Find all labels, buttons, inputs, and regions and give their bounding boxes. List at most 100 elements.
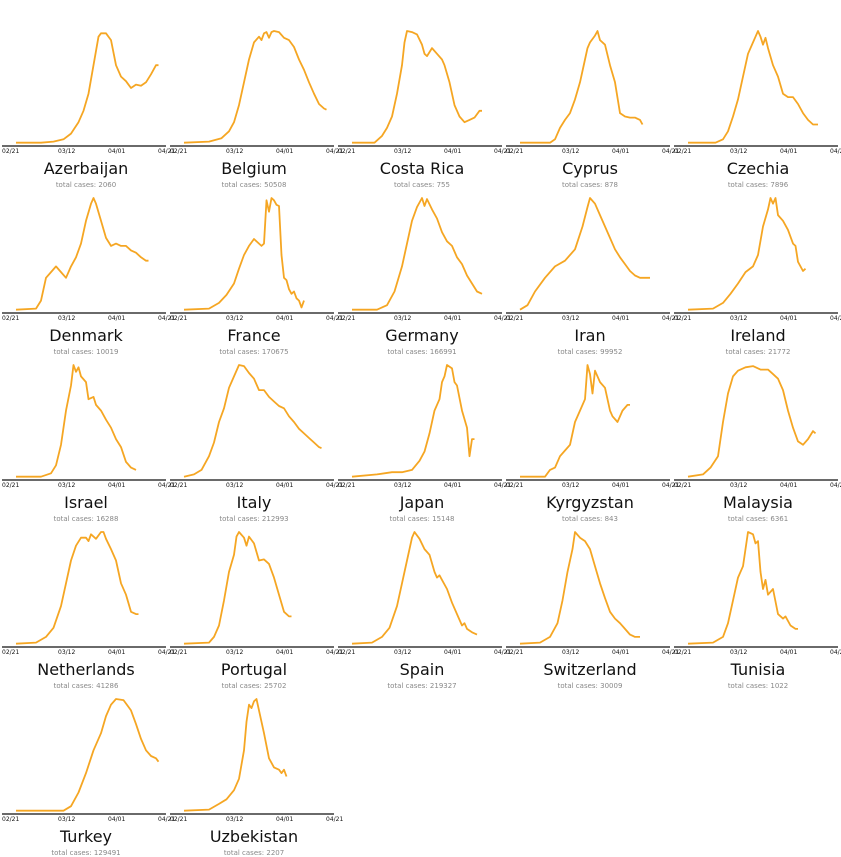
- country-title: Japan: [399, 493, 445, 512]
- x-tick-label: 04/01: [612, 482, 629, 489]
- chart-panel-italy: 02/21 03/12 04/01 04/21 Italy total cases: 21…: [170, 352, 343, 523]
- line-chart: 02/21 03/12 04/01 04/21: [506, 531, 679, 656]
- x-tick-label: 03/12: [58, 816, 75, 823]
- x-tick-label: 04/01: [444, 148, 461, 155]
- x-tick-label: 04/01: [108, 315, 125, 322]
- line-chart: 02/21 03/12 04/01 04/21: [170, 364, 343, 489]
- total-cases-caption: total cases: 30009: [557, 682, 623, 690]
- line-chart: 02/21 03/12 04/01 04/21: [2, 698, 175, 823]
- x-tick-label: 04/01: [612, 148, 629, 155]
- total-cases-caption: total cases: 7896: [727, 181, 789, 189]
- x-tick-label: 04/01: [780, 482, 797, 489]
- country-title: France: [227, 326, 281, 345]
- x-tick-label: 04/01: [780, 315, 797, 322]
- line-chart: 02/21 03/12 04/01 04/21: [2, 32, 175, 155]
- total-cases-caption: total cases: 212993: [219, 515, 289, 523]
- x-tick-label: 04/01: [780, 649, 797, 656]
- line-chart: 02/21 03/12 04/01 04/21: [170, 197, 343, 322]
- x-tick-label: 04/21: [494, 649, 511, 656]
- x-tick-label: 03/12: [730, 315, 747, 322]
- chart-panel-germany: 02/21 03/12 04/01 04/21 Germany total cases: …: [338, 185, 511, 356]
- country-title: Switzerland: [543, 660, 637, 679]
- x-tick-label: 04/01: [276, 315, 293, 322]
- line-chart: 02/21 03/12 04/01 04/21: [338, 30, 511, 155]
- x-tick-label: 04/01: [108, 649, 125, 656]
- series-line: [15, 197, 149, 311]
- country-title: Tunisia: [730, 660, 786, 679]
- chart-panel-czechia: 02/21 03/12 04/01 04/21 Czechia total cases: …: [674, 18, 841, 189]
- total-cases-caption: total cases: 15148: [389, 515, 455, 523]
- x-tick-label: 03/12: [226, 148, 243, 155]
- x-tick-label: 04/21: [494, 315, 511, 322]
- line-chart: 02/21 03/12 04/01 04/21: [2, 197, 175, 322]
- x-tick-label: 04/21: [494, 482, 511, 489]
- x-tick-label: 02/21: [170, 482, 187, 489]
- x-tick-label: 04/21: [830, 148, 841, 155]
- country-title: Uzbekistan: [209, 827, 299, 846]
- chart-panel-portugal: 02/21 03/12 04/01 04/21 Portugal total cases:…: [170, 519, 343, 690]
- x-tick-label: 02/21: [170, 649, 187, 656]
- x-tick-label: 03/12: [58, 482, 75, 489]
- x-tick-label: 03/12: [730, 148, 747, 155]
- x-tick-label: 03/12: [226, 649, 243, 656]
- x-tick-label: 04/21: [494, 148, 511, 155]
- total-cases-caption: total cases: 170675: [219, 348, 289, 356]
- x-tick-label: 03/12: [730, 649, 747, 656]
- chart-panel-azerbaijan: 02/21 03/12 04/01 04/21 Azerbaijan total case…: [2, 18, 175, 189]
- x-tick-label: 02/21: [2, 649, 19, 656]
- x-tick-label: 02/21: [170, 315, 187, 322]
- total-cases-caption: total cases: 166991: [387, 348, 457, 356]
- series-line: [15, 531, 139, 645]
- country-title: Germany: [385, 326, 459, 345]
- x-tick-label: 02/21: [338, 482, 355, 489]
- x-tick-label: 04/01: [276, 649, 293, 656]
- series-line: [520, 364, 630, 478]
- x-tick-label: 02/21: [2, 315, 19, 322]
- country-title: Israel: [64, 493, 108, 512]
- line-chart: 02/21 03/12 04/01 04/21: [506, 197, 679, 322]
- x-tick-label: 02/21: [170, 148, 187, 155]
- country-title: Malaysia: [723, 493, 793, 512]
- x-tick-label: 02/21: [674, 649, 691, 656]
- x-tick-label: 02/21: [2, 148, 19, 155]
- series-line: [183, 531, 292, 645]
- x-tick-label: 04/01: [276, 482, 293, 489]
- series-line: [687, 197, 807, 311]
- series-line: [352, 30, 482, 144]
- x-tick-label: 04/21: [326, 315, 343, 322]
- x-tick-label: 03/12: [394, 148, 411, 155]
- total-cases-caption: total cases: 878: [562, 181, 618, 189]
- x-tick-label: 04/01: [444, 315, 461, 322]
- chart-panel-japan: 02/21 03/12 04/01 04/21 Japan total cases: 15…: [338, 352, 511, 523]
- x-tick-label: 03/12: [226, 816, 243, 823]
- series-line: [687, 365, 817, 478]
- x-tick-label: 02/21: [506, 315, 523, 322]
- chart-panel-kyrgyzstan: 02/21 03/12 04/01 04/21 Kyrgyzstan total case…: [506, 352, 679, 523]
- series-line: [183, 698, 288, 812]
- series-line: [351, 364, 475, 478]
- x-tick-label: 04/21: [158, 148, 175, 155]
- x-tick-label: 04/21: [830, 649, 841, 656]
- line-chart: 02/21 03/12 04/01 04/21: [506, 364, 679, 489]
- series-line: [183, 364, 322, 478]
- x-tick-label: 04/21: [830, 315, 841, 322]
- chart-panel-israel: 02/21 03/12 04/01 04/21 Israel total cases: 1…: [2, 352, 175, 523]
- x-tick-label: 02/21: [506, 482, 523, 489]
- line-chart: 02/21 03/12 04/01 04/21: [170, 30, 343, 155]
- country-title: Costa Rica: [379, 159, 465, 178]
- chart-panel-belgium: 02/21 03/12 04/01 04/21 Belgium total cases: …: [170, 18, 343, 189]
- chart-panel-iran: 02/21 03/12 04/01 04/21 Iran total cases: 999…: [506, 185, 679, 356]
- x-tick-label: 02/21: [2, 482, 19, 489]
- x-tick-label: 03/12: [58, 649, 75, 656]
- total-cases-caption: total cases: 129491: [51, 849, 121, 857]
- series-line: [16, 32, 159, 144]
- x-tick-label: 04/21: [662, 649, 679, 656]
- x-tick-label: 03/12: [562, 315, 579, 322]
- total-cases-caption: total cases: 2060: [55, 181, 117, 189]
- country-title: Cyprus: [562, 159, 618, 178]
- country-title: Azerbaijan: [43, 159, 129, 178]
- total-cases-caption: total cases: 99952: [557, 348, 623, 356]
- country-title: Kyrgyzstan: [546, 493, 634, 512]
- chart-panel-france: 02/21 03/12 04/01 04/21 France total cases: 1…: [170, 185, 343, 356]
